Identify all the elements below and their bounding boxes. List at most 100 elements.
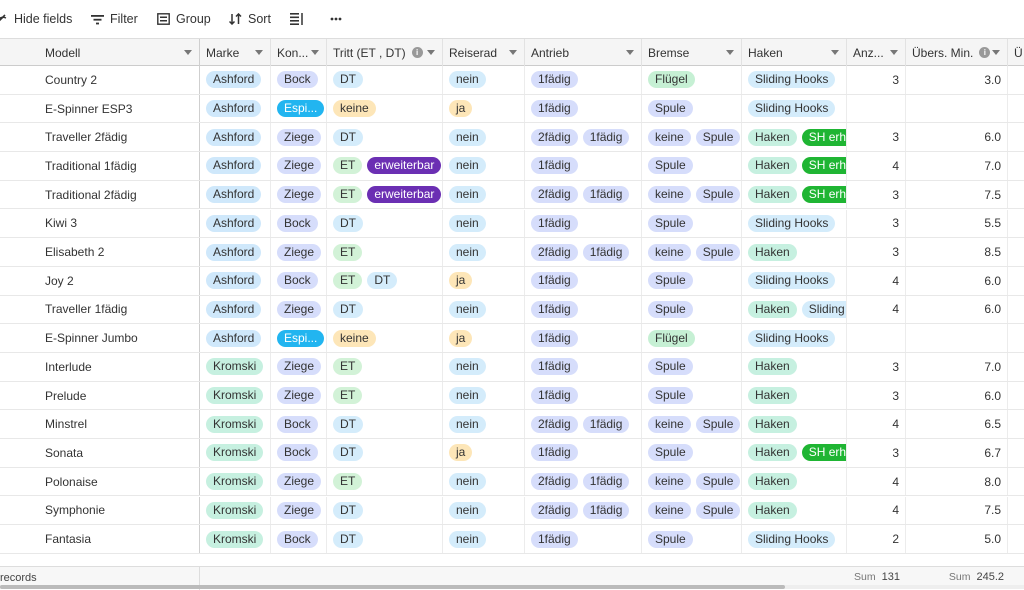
row-height-button[interactable] (290, 11, 304, 27)
bremse-cell[interactable]: Spule (642, 525, 742, 553)
column-header-uebers-min[interactable]: Übers. Min. i (906, 39, 1008, 66)
antrieb-cell[interactable]: 2fädig 1fädig (525, 238, 642, 266)
konstruktion-cell[interactable]: Ziege (271, 353, 327, 381)
uebers-cell[interactable]: 5.0 (906, 525, 1008, 553)
anzahl-cell[interactable]: 4 (847, 496, 906, 525)
anzahl-cell[interactable] (847, 324, 906, 352)
chevron-down-icon[interactable] (992, 50, 1000, 55)
chevron-down-icon[interactable] (509, 50, 517, 55)
haken-cell[interactable]: Sliding Hooks (742, 266, 847, 295)
next-cell[interactable] (1008, 468, 1024, 496)
reiserad-cell[interactable]: nein (443, 467, 525, 496)
uebers-cell[interactable]: 3.0 (906, 66, 1008, 94)
column-header-antrieb[interactable]: Antrieb (525, 39, 642, 66)
bremse-cell[interactable]: keine Spule (642, 123, 742, 152)
next-cell[interactable] (1008, 324, 1024, 352)
bremse-cell[interactable]: Spule (642, 353, 742, 381)
haken-cell[interactable]: Sliding Hooks (742, 209, 847, 238)
reiserad-cell[interactable]: nein (443, 496, 525, 525)
column-header-next[interactable]: Ü (1008, 39, 1024, 66)
anzahl-cell[interactable]: 4 (847, 295, 906, 324)
next-cell[interactable] (1008, 66, 1024, 94)
konstruktion-cell[interactable]: Bock (271, 209, 327, 238)
uebers-cell[interactable]: 6.0 (906, 123, 1008, 152)
antrieb-cell[interactable]: 1fädig (525, 66, 642, 94)
tritt-cell[interactable]: DT (327, 439, 443, 467)
filter-button[interactable]: Filter (91, 11, 138, 27)
marke-cell[interactable]: Ashford (200, 152, 271, 180)
table-row[interactable]: Traveller 2fädig Ashford Ziege DT nein 2fädig… (0, 123, 1024, 153)
marke-cell[interactable]: Ashford (200, 324, 271, 352)
reiserad-cell[interactable]: nein (443, 295, 525, 324)
tritt-cell[interactable]: DT (327, 496, 443, 525)
haken-cell[interactable]: Sliding Hooks (742, 94, 847, 123)
table-row[interactable]: Sonata Kromski Bock DT ja 1fädig Spule Haken SH … (0, 439, 1024, 468)
info-icon[interactable]: i (411, 47, 423, 58)
marke-cell[interactable]: Kromski (200, 496, 271, 525)
marke-cell[interactable]: Kromski (200, 525, 271, 553)
konstruktion-cell[interactable]: Bock (271, 266, 327, 295)
anzahl-cell[interactable]: 3 (847, 439, 906, 467)
anzahl-cell[interactable]: 4 (847, 467, 906, 496)
haken-cell[interactable]: Haken (742, 238, 847, 266)
konstruktion-cell[interactable]: Ziege (271, 180, 327, 209)
antrieb-cell[interactable]: 2fädig 1fädig (525, 496, 642, 525)
marke-cell[interactable]: Ashford (200, 295, 271, 324)
column-header-anzahl[interactable]: Anz... (847, 39, 906, 66)
column-header-haken[interactable]: Haken (742, 39, 847, 66)
konstruktion-cell[interactable]: Bock (271, 525, 327, 553)
haken-cell[interactable]: Haken (742, 496, 847, 525)
column-header-tritt[interactable]: Tritt (ET , DT) i (327, 39, 443, 66)
table-row[interactable]: Elisabeth 2 Ashford Ziege ET nein 2fädig 1fädi… (0, 238, 1024, 267)
modell-cell[interactable]: Symphonie (0, 496, 200, 525)
marke-cell[interactable]: Ashford (200, 266, 271, 295)
chevron-down-icon[interactable] (726, 50, 734, 55)
chevron-down-icon[interactable] (626, 50, 634, 55)
tritt-cell[interactable]: DT (327, 525, 443, 553)
scrollbar-thumb[interactable] (0, 585, 785, 589)
anzahl-cell[interactable]: 3 (847, 123, 906, 152)
next-cell[interactable] (1008, 353, 1024, 381)
table-row[interactable]: Fantasia Kromski Bock DT nein 1fädig Spule Slid… (0, 525, 1024, 554)
tritt-cell[interactable]: ET (327, 353, 443, 381)
anzahl-cell[interactable]: 3 (847, 353, 906, 381)
haken-cell[interactable]: Haken SH erh. (742, 123, 847, 152)
bremse-cell[interactable]: keine Spule (642, 496, 742, 525)
haken-cell[interactable]: Sliding Hooks (742, 324, 847, 352)
table-row[interactable]: Polonaise Kromski Ziege ET nein 2fädig 1fädig k… (0, 467, 1024, 497)
haken-cell[interactable]: Haken SH erh. (742, 439, 847, 467)
anzahl-cell[interactable]: 3 (847, 209, 906, 238)
table-row[interactable]: Minstrel Kromski Bock DT nein 2fädig 1fädig kei… (0, 410, 1024, 440)
tritt-cell[interactable]: ET erweiterbar (327, 152, 443, 180)
antrieb-cell[interactable]: 1fädig (525, 94, 642, 123)
bremse-cell[interactable]: Flügel (642, 324, 742, 352)
reiserad-cell[interactable]: nein (443, 410, 525, 439)
hide-fields-button[interactable]: Hide fields (0, 11, 72, 27)
marke-cell[interactable]: Kromski (200, 353, 271, 381)
next-cell[interactable] (1008, 123, 1024, 151)
haken-cell[interactable]: Haken (742, 381, 847, 410)
next-cell[interactable] (1008, 439, 1024, 467)
table-row[interactable]: Traditional 1fädig Ashford Ziege ET erweiter… (0, 152, 1024, 181)
modell-cell[interactable]: Fantasia (0, 525, 200, 553)
bremse-cell[interactable]: Flügel (642, 66, 742, 94)
konstruktion-cell[interactable]: Ziege (271, 238, 327, 266)
tritt-cell[interactable]: ET (327, 238, 443, 266)
anzahl-cell[interactable] (847, 94, 906, 123)
next-cell[interactable] (1008, 525, 1024, 553)
marke-cell[interactable]: Ashford (200, 66, 271, 94)
table-row[interactable]: Kiwi 3 Ashford Bock DT nein 1fädig Spule Slidin… (0, 209, 1024, 239)
konstruktion-cell[interactable]: Espi... (271, 94, 327, 123)
haken-cell[interactable]: Haken (742, 410, 847, 439)
reiserad-cell[interactable]: ja (443, 94, 525, 123)
marke-cell[interactable]: Kromski (200, 381, 271, 410)
uebers-cell[interactable]: 5.5 (906, 209, 1008, 238)
haken-cell[interactable]: Sliding Hooks (742, 66, 847, 94)
reiserad-cell[interactable]: nein (443, 353, 525, 381)
modell-cell[interactable]: E-Spinner Jumbo (0, 324, 200, 352)
konstruktion-cell[interactable]: Bock (271, 66, 327, 94)
haken-cell[interactable]: Haken SH erh. (742, 152, 847, 180)
konstruktion-cell[interactable]: Espi... (271, 324, 327, 352)
next-cell[interactable] (1008, 152, 1024, 180)
